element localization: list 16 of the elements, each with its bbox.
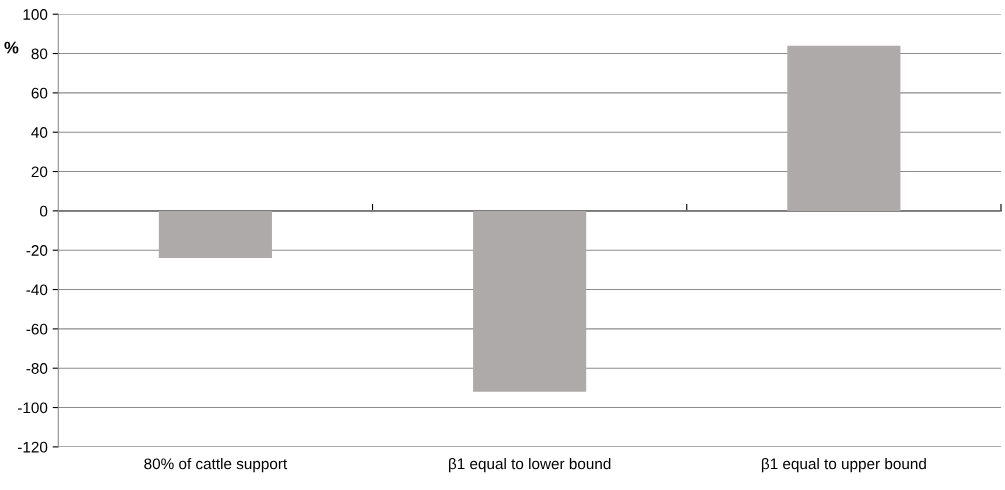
y-tick-label: -20 bbox=[26, 245, 48, 256]
y-tick-label: -60 bbox=[26, 323, 48, 335]
x-tick-label: β1 equal to lower bound bbox=[449, 457, 611, 473]
y-tick-label: 40 bbox=[31, 127, 48, 138]
y-tick-label: -100 bbox=[17, 402, 48, 414]
x-tick-label: β1 equal to upper bound bbox=[761, 457, 926, 473]
y-axis-title: % bbox=[4, 41, 19, 54]
y-tick-label: -120 bbox=[17, 441, 48, 453]
y-tick-label: -80 bbox=[26, 363, 48, 374]
x-tick-label: 80% of cattle support bbox=[144, 457, 288, 473]
y-tick-label: -40 bbox=[26, 284, 48, 296]
y-tick-label: 20 bbox=[31, 166, 48, 178]
y-tick-label: 80 bbox=[31, 48, 48, 60]
y-tick-label: 0 bbox=[39, 205, 48, 217]
y-tick-label: 60 bbox=[31, 87, 48, 99]
y-tick-label: 100 bbox=[23, 9, 48, 20]
